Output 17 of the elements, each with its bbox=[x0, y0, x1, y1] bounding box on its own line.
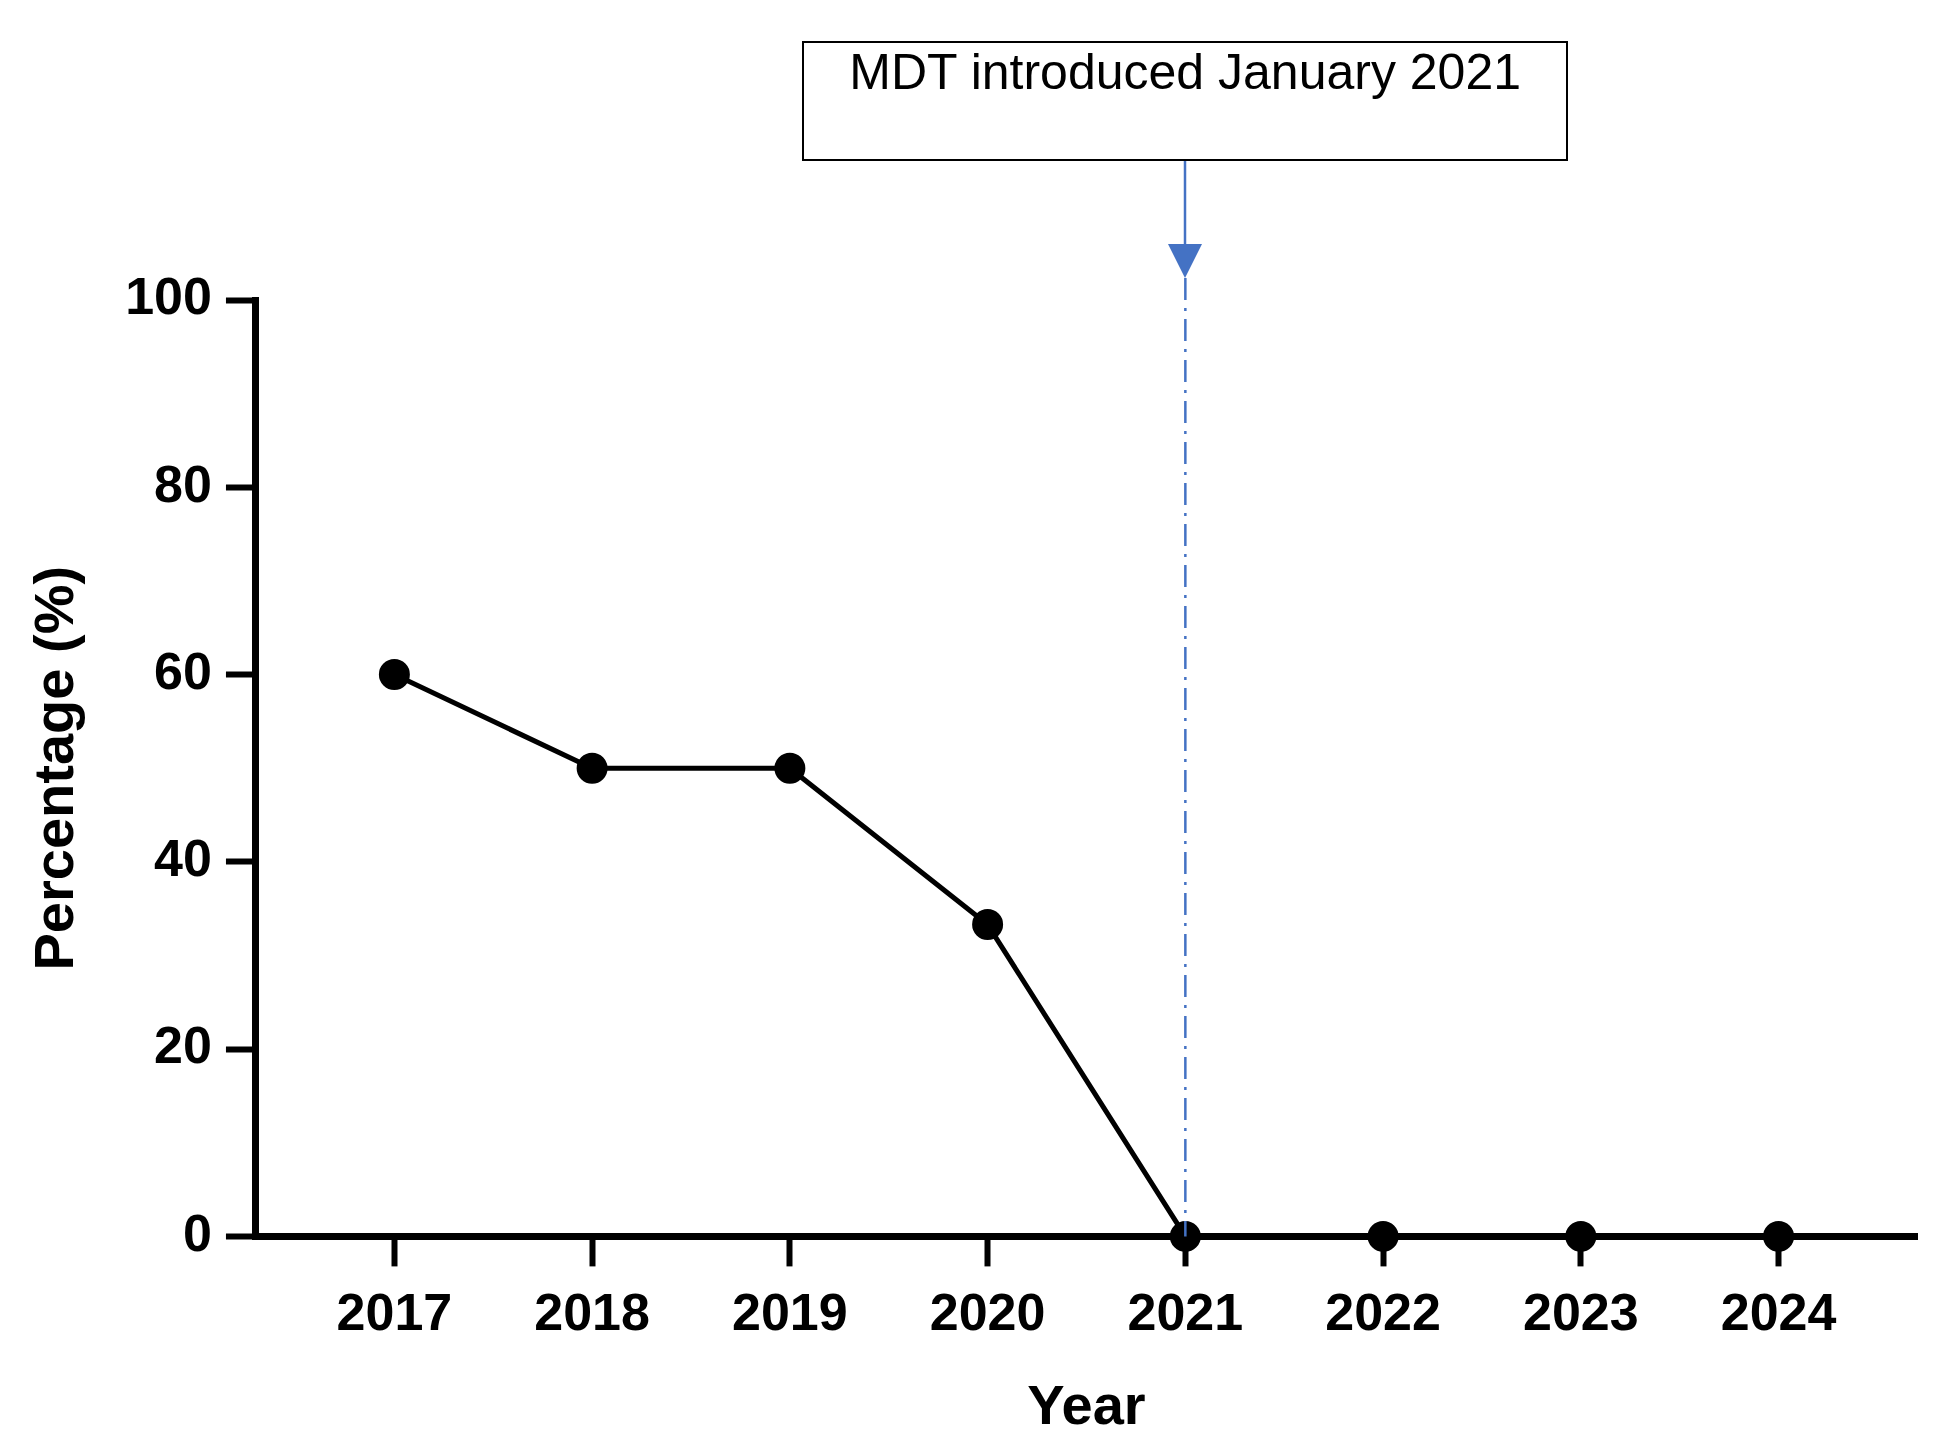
y-axis-title: Percentage (%) bbox=[22, 565, 86, 971]
y-tick-label: 20 bbox=[154, 1016, 212, 1075]
y-tick-label: 80 bbox=[154, 454, 212, 513]
text: MDT introduced January 2021 bbox=[802, 41, 1569, 161]
x-tick-label: 2018 bbox=[534, 1282, 650, 1341]
x-tick-label: 2017 bbox=[336, 1282, 453, 1341]
x-tick-label: 2023 bbox=[1522, 1282, 1639, 1341]
x-tick-label: 2021 bbox=[1127, 1282, 1244, 1341]
y-tick-label: 0 bbox=[183, 1203, 212, 1262]
x-tick-label: 2024 bbox=[1720, 1282, 1837, 1341]
x-tick-label: 2020 bbox=[929, 1282, 1046, 1341]
x-tick-label: 2019 bbox=[732, 1282, 848, 1341]
y-tick-label: 40 bbox=[154, 829, 212, 888]
y-tick-label: 100 bbox=[125, 267, 212, 326]
y-tick-label: 60 bbox=[154, 641, 212, 700]
x-axis-title: Year bbox=[1027, 1372, 1146, 1436]
x-tick-label: 2022 bbox=[1325, 1282, 1441, 1341]
